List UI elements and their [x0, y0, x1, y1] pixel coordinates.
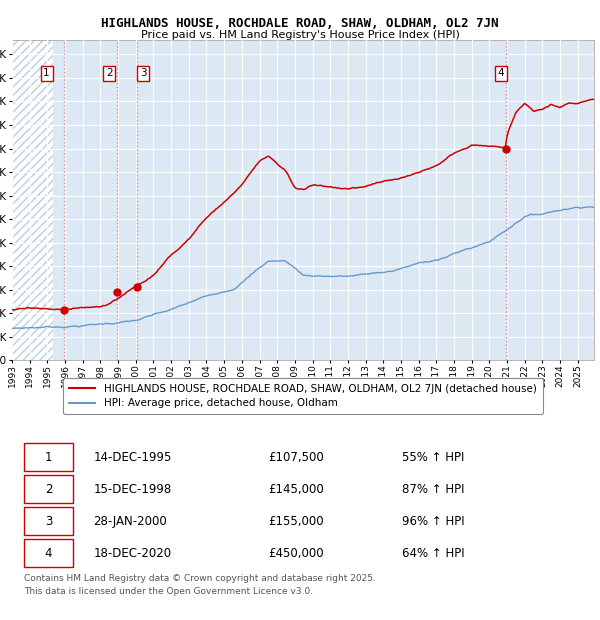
Text: Price paid vs. HM Land Registry's House Price Index (HPI): Price paid vs. HM Land Registry's House … — [140, 30, 460, 40]
Text: 3: 3 — [140, 68, 146, 78]
Text: 1: 1 — [44, 451, 52, 464]
Text: 64% ↑ HPI: 64% ↑ HPI — [402, 547, 464, 559]
Text: HIGHLANDS HOUSE, ROCHDALE ROAD, SHAW, OLDHAM, OL2 7JN: HIGHLANDS HOUSE, ROCHDALE ROAD, SHAW, OL… — [101, 17, 499, 30]
FancyBboxPatch shape — [23, 475, 73, 503]
Text: 2: 2 — [106, 68, 113, 78]
Text: 4: 4 — [497, 68, 504, 78]
Text: £107,500: £107,500 — [268, 451, 324, 464]
Text: 1: 1 — [43, 68, 50, 78]
Legend: HIGHLANDS HOUSE, ROCHDALE ROAD, SHAW, OLDHAM, OL2 7JN (detached house), HPI: Ave: HIGHLANDS HOUSE, ROCHDALE ROAD, SHAW, OL… — [63, 378, 543, 414]
Text: 14-DEC-1995: 14-DEC-1995 — [94, 451, 172, 464]
FancyBboxPatch shape — [23, 507, 73, 535]
Text: 2: 2 — [44, 482, 52, 495]
Text: 87% ↑ HPI: 87% ↑ HPI — [402, 482, 464, 495]
Text: £155,000: £155,000 — [268, 515, 324, 528]
Text: 55% ↑ HPI: 55% ↑ HPI — [402, 451, 464, 464]
Text: 28-JAN-2000: 28-JAN-2000 — [94, 515, 167, 528]
Text: £145,000: £145,000 — [268, 482, 324, 495]
FancyBboxPatch shape — [23, 539, 73, 567]
Text: 3: 3 — [44, 515, 52, 528]
Text: Contains HM Land Registry data © Crown copyright and database right 2025.
This d: Contains HM Land Registry data © Crown c… — [23, 575, 376, 596]
Text: 4: 4 — [44, 547, 52, 559]
Text: 18-DEC-2020: 18-DEC-2020 — [94, 547, 172, 559]
Text: 96% ↑ HPI: 96% ↑ HPI — [402, 515, 464, 528]
FancyBboxPatch shape — [23, 443, 73, 471]
Text: 15-DEC-1998: 15-DEC-1998 — [94, 482, 172, 495]
Text: £450,000: £450,000 — [268, 547, 324, 559]
